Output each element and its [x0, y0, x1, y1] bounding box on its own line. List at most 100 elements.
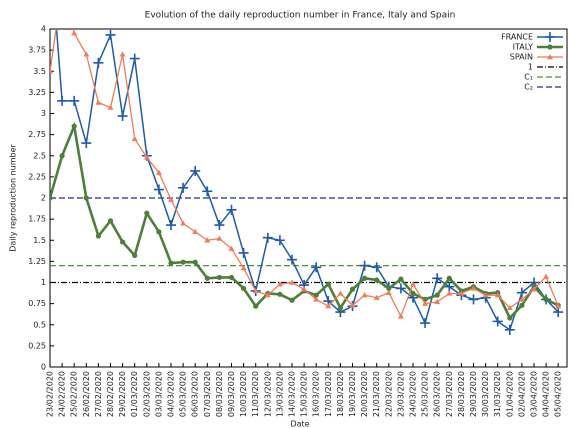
point: [71, 30, 78, 36]
point: [553, 307, 564, 318]
point: [50, 68, 53, 74]
x-tick-label: 24/03/2020: [409, 371, 418, 417]
point: [144, 210, 150, 216]
x-tick-label: 24/02/2020: [58, 371, 67, 417]
y-tick-label: 1.5: [33, 236, 46, 245]
point: [545, 32, 555, 42]
point: [482, 292, 489, 298]
point: [410, 281, 416, 287]
plot-area: [50, 29, 567, 335]
x-axis-label: Date: [290, 420, 309, 428]
point: [337, 305, 343, 311]
point: [349, 302, 356, 308]
point: [422, 300, 429, 306]
x-tick-label: 27/02/2020: [94, 371, 103, 417]
point: [543, 273, 550, 279]
y-tick-label: 0: [41, 363, 46, 372]
point: [131, 135, 138, 142]
x-tick-label: 18/03/2020: [336, 371, 345, 417]
point: [204, 237, 211, 243]
point: [117, 111, 128, 122]
y-axis-label: Daily reproduction number: [9, 144, 18, 252]
point: [504, 324, 515, 335]
point: [276, 281, 283, 287]
point: [519, 302, 525, 308]
x-tick-label: 25/02/2020: [70, 371, 79, 417]
point: [446, 290, 453, 296]
y-tick-label: 3.25: [28, 88, 46, 97]
x-tick-label: 21/03/2020: [372, 371, 381, 417]
point: [129, 53, 140, 64]
x-tick-label: 04/03/2020: [167, 371, 176, 417]
legend-label: SPAIN: [510, 53, 533, 62]
y-tick-label: 2.25: [28, 172, 46, 181]
x-tick-label: 22/03/2020: [384, 371, 393, 417]
point: [226, 204, 237, 215]
y-tick-label: 2.5: [33, 151, 46, 160]
y-tick-label: 1: [41, 278, 46, 287]
point: [547, 54, 553, 60]
point: [216, 235, 223, 241]
point: [371, 262, 382, 273]
x-tick-label: 26/02/2020: [82, 371, 91, 417]
x-tick-label: 20/03/2020: [360, 371, 369, 417]
y-tick-label: 1.75: [28, 215, 46, 224]
point: [119, 51, 126, 57]
x-tick-label: 02/03/2020: [142, 371, 151, 417]
point: [543, 296, 549, 302]
point: [516, 287, 527, 298]
point: [531, 286, 537, 292]
point: [311, 262, 322, 273]
y-tick-label: 1.25: [28, 257, 46, 266]
point: [313, 292, 319, 298]
x-tick-label: 28/03/2020: [457, 371, 466, 417]
point: [325, 303, 332, 309]
point: [325, 281, 331, 287]
x-tick-label: 07/03/2020: [203, 371, 212, 417]
point: [83, 195, 89, 201]
point: [120, 239, 126, 245]
x-tick-label: 27/03/2020: [445, 371, 454, 417]
point: [420, 318, 431, 329]
point: [180, 259, 186, 265]
x-tick-label: 23/02/2020: [46, 371, 55, 417]
x-tick-label: 15/03/2020: [300, 371, 309, 417]
x-tick-label: 06/03/2020: [191, 371, 200, 417]
point: [264, 292, 271, 298]
x-tick-label: 26/03/2020: [433, 371, 442, 417]
x-tick-label: 14/03/2020: [288, 371, 297, 417]
point: [204, 275, 210, 281]
point: [83, 51, 90, 57]
point: [216, 274, 222, 281]
y-tick-label: 3: [41, 109, 46, 118]
x-tick-label: 23/03/2020: [396, 371, 405, 417]
point: [547, 44, 553, 50]
point: [385, 289, 392, 295]
x-tick-label: 12/03/2020: [263, 371, 272, 417]
point: [434, 298, 441, 305]
point: [374, 277, 380, 283]
x-tick-label: 01/03/2020: [130, 371, 139, 417]
y-tick-label: 0.5: [33, 320, 46, 329]
point: [95, 99, 102, 105]
point: [277, 291, 283, 297]
point: [153, 184, 164, 195]
point: [95, 233, 101, 239]
point: [69, 95, 80, 106]
point: [507, 315, 513, 321]
point: [386, 285, 392, 292]
point: [468, 294, 479, 305]
x-tick-label: 10/03/2020: [239, 371, 248, 417]
point: [337, 290, 344, 296]
point: [253, 303, 259, 309]
point: [71, 123, 77, 129]
x-tick-label: 29/02/2020: [118, 371, 127, 417]
point: [287, 254, 297, 265]
x-tick-label: 29/03/2020: [469, 371, 478, 417]
x-tick-label: 03/04/2020: [530, 371, 539, 417]
x-tick-label: 28/02/2020: [106, 371, 115, 417]
legend-label: FRANCE: [501, 33, 533, 42]
point: [362, 275, 368, 281]
point: [262, 232, 273, 243]
